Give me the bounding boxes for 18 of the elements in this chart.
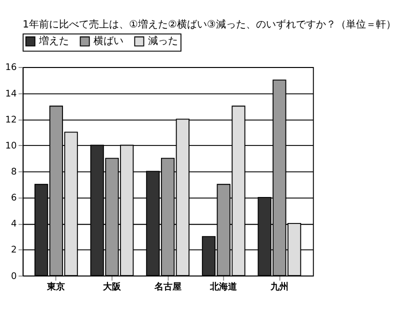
y-tick-label: 4: [11, 220, 17, 230]
legend-label: 減った: [148, 35, 178, 48]
y-tick-label: 6: [11, 194, 17, 204]
y-tick-label: 16: [5, 63, 17, 74]
x-tick-label: 大阪: [102, 282, 122, 293]
y-tick-label: 0: [11, 272, 17, 282]
y-tick-label: 8: [11, 168, 17, 178]
y-tick-label: 2: [11, 246, 17, 256]
legend-label: 横ばい: [93, 35, 124, 48]
y-tick-label: 10: [5, 141, 17, 152]
x-tick-label: 北海道: [209, 282, 238, 293]
x-tick-label: 東京: [46, 282, 66, 293]
y-tick-label: 14: [5, 89, 17, 100]
x-tick-label: 名古屋: [153, 282, 182, 293]
y-tick-label: 12: [5, 115, 17, 126]
legend-label: 増えた: [38, 35, 69, 48]
chart-title: 1年前に比べて売上は、①増えた②横ばい③減った、のいずれですか？（単位＝軒）: [22, 18, 396, 31]
x-tick-label: 九州: [269, 282, 288, 293]
